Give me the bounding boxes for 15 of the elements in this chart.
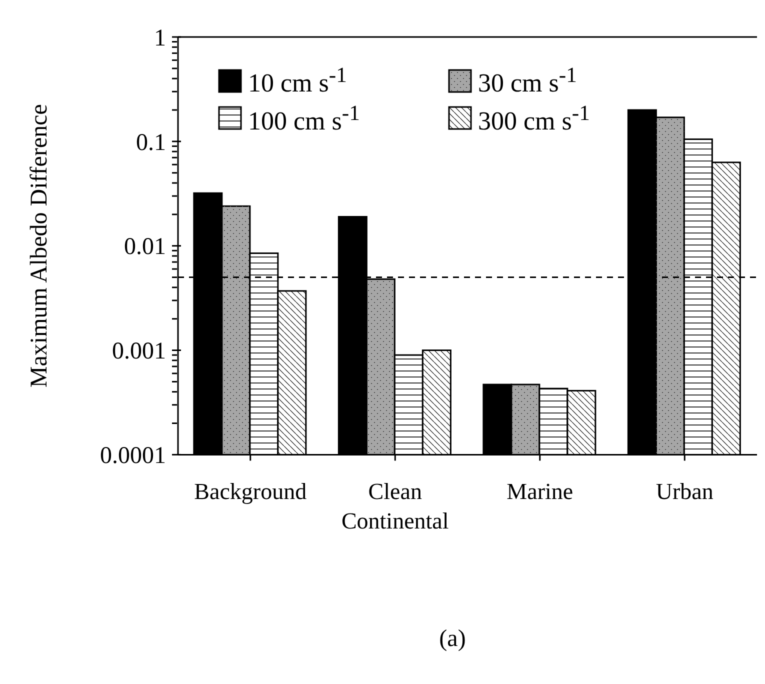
x-tick-label: Marine	[506, 478, 574, 504]
x-tick-label: Urban	[656, 478, 714, 504]
y-tick-label: 0.1	[136, 130, 166, 156]
legend-label: 300 cm s$^{-1}$	[478, 100, 590, 136]
y-tick-label: 1	[154, 25, 166, 52]
y-tick-label: 0.01	[124, 234, 166, 260]
x-tick-label: Background	[194, 478, 308, 504]
legend-label: 100 cm s$^{-1}$	[248, 100, 360, 136]
y-tick-label: 0.0001	[100, 443, 166, 470]
legend-label: 30 cm s$^{-1}$	[478, 63, 577, 99]
text: (a)	[438, 626, 467, 653]
x-tick-label: Clean Continental	[341, 478, 449, 534]
y-axis-title: Maximum Albedo Difference	[26, 104, 53, 388]
legend-label: 10 cm s$^{-1}$	[248, 63, 347, 99]
y-tick-label: 0.001	[112, 338, 166, 365]
